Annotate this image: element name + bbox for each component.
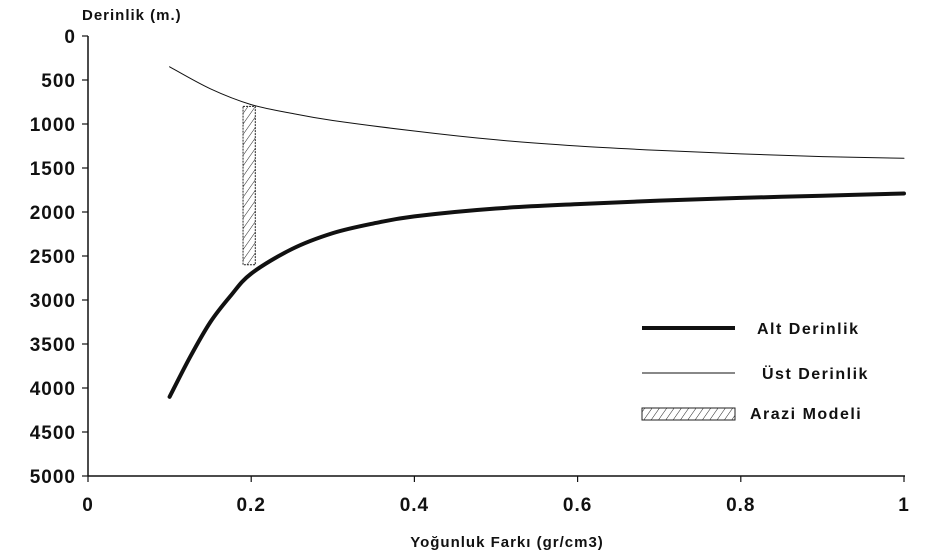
- series-ust-derinlik-line: [169, 66, 905, 159]
- y-tick-label: 3500: [30, 335, 76, 356]
- y-tick-label: 4000: [30, 379, 76, 400]
- legend: Alt Derinlik Üst Derinlik Arazi Modeli: [641, 321, 869, 423]
- x-tick-label: 0.2: [236, 495, 265, 516]
- y-tick-label: 500: [41, 71, 76, 92]
- series-alt-derinlik-line: [167, 191, 906, 399]
- legend-label-arazi-modeli: Arazi Modeli: [750, 406, 862, 423]
- x-tick-label: 1: [898, 495, 910, 516]
- y-tick-label: 1000: [30, 115, 76, 136]
- y-tick-label: 5000: [30, 467, 76, 488]
- y-tick-label: 4500: [30, 423, 76, 444]
- y-tick-label: 1500: [30, 159, 76, 180]
- x-axis-title: Yoğunluk Farkı (gr/cm3): [410, 534, 604, 551]
- x-tick-group: 0 0.2 0.4 0.6 0.8 1: [82, 476, 910, 516]
- y-tick-label: 3000: [30, 291, 76, 312]
- y-tick-label: 2500: [30, 247, 76, 268]
- y-tick-label: 0: [64, 27, 76, 48]
- y-axis-title: Derinlik (m.): [82, 7, 182, 24]
- series-layer: [167, 66, 906, 399]
- x-tick-label: 0.4: [400, 495, 429, 516]
- y-tick-label: 2000: [30, 203, 76, 224]
- series-arazi-modeli-band: [242, 105, 256, 266]
- legend-label-ust-derinlik: Üst Derinlik: [762, 364, 869, 383]
- x-tick-label: 0.8: [726, 495, 755, 516]
- x-tick-label: 0.6: [563, 495, 592, 516]
- legend-swatch-arazi-modeli: [641, 407, 736, 421]
- legend-label-alt-derinlik: Alt Derinlik: [757, 321, 859, 338]
- x-tick-label: 0: [82, 495, 94, 516]
- y-tick-group: 0 500 1000 1500 2000 2500 3000 3500 4000 4500 5000: [30, 27, 88, 488]
